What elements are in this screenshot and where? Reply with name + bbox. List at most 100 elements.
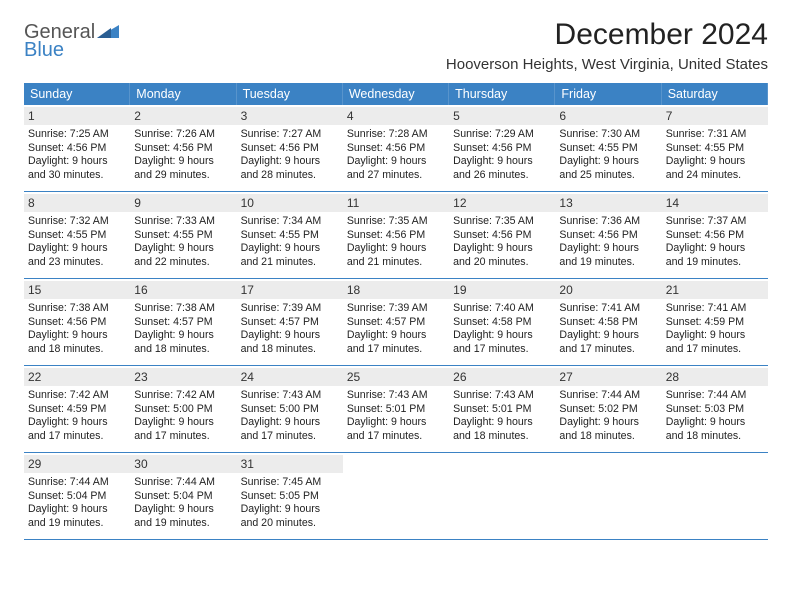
day-number: 8 (24, 194, 130, 212)
week-row: 8Sunrise: 7:32 AMSunset: 4:55 PMDaylight… (24, 192, 768, 279)
day-cell: 1 Sunrise: 7:25 AMSunset: 4:56 PMDaylight… (24, 105, 130, 191)
day-details: Sunrise: 7:35 AMSunset: 4:56 PMDaylight:… (347, 215, 445, 269)
day-cell: 10Sunrise: 7:34 AMSunset: 4:55 PMDayligh… (237, 192, 343, 278)
day-number: 4 (343, 107, 449, 125)
day-number: 18 (343, 281, 449, 299)
day-number: 22 (24, 368, 130, 386)
day-name-thursday: Thursday (449, 83, 555, 105)
day-details: Sunrise: 7:44 AMSunset: 5:02 PMDaylight:… (559, 389, 657, 443)
day-cell: 9Sunrise: 7:33 AMSunset: 4:55 PMDaylight… (130, 192, 236, 278)
day-details: Sunrise: 7:44 AMSunset: 5:03 PMDaylight:… (666, 389, 764, 443)
day-cell: 14 Sunrise: 7:37 AMSunset: 4:56 PMDayligh… (662, 192, 768, 278)
day-name-saturday: Saturday (662, 83, 768, 105)
day-details: Sunrise: 7:42 AMSunset: 4:59 PMDaylight:… (28, 389, 126, 443)
day-cell (555, 453, 661, 539)
day-details: Sunrise: 7:39 AMSunset: 4:57 PMDaylight:… (241, 302, 339, 356)
day-number: 7 (662, 107, 768, 125)
day-cell: 23 Sunrise: 7:42 AMSunset: 5:00 PMDayligh… (130, 366, 236, 452)
day-details: Sunrise: 7:41 AMSunset: 4:58 PMDaylight:… (559, 302, 657, 356)
day-details: Sunrise: 7:37 AMSunset: 4:56 PMDaylight:… (666, 215, 764, 269)
day-number: 28 (662, 368, 768, 386)
day-cell: 29 Sunrise: 7:44 AMSunset: 5:04 PMDayligh… (24, 453, 130, 539)
week-row: 15 Sunrise: 7:38 AMSunset: 4:56 PMDayligh… (24, 279, 768, 366)
day-cell: 25 Sunrise: 7:43 AMSunset: 5:01 PMDayligh… (343, 366, 449, 452)
day-details: Sunrise: 7:45 AMSunset: 5:05 PMDaylight:… (241, 476, 339, 530)
day-number: 3 (237, 107, 343, 125)
day-cell: 26Sunrise: 7:43 AMSunset: 5:01 PMDayligh… (449, 366, 555, 452)
day-details: Sunrise: 7:30 AMSunset: 4:55 PMDaylight:… (559, 128, 657, 182)
day-number: 23 (130, 368, 236, 386)
day-cell: 27Sunrise: 7:44 AMSunset: 5:02 PMDayligh… (555, 366, 661, 452)
day-name-header-row: Sunday Monday Tuesday Wednesday Thursday… (24, 83, 768, 105)
day-number: 30 (130, 455, 236, 473)
location-subtitle: Hooverson Heights, West Virginia, United… (446, 56, 768, 73)
day-name-wednesday: Wednesday (343, 83, 449, 105)
day-details: Sunrise: 7:26 AMSunset: 4:56 PMDaylight:… (134, 128, 232, 182)
day-details: Sunrise: 7:42 AMSunset: 5:00 PMDaylight:… (134, 389, 232, 443)
day-number: 21 (662, 281, 768, 299)
day-number: 24 (237, 368, 343, 386)
day-details: Sunrise: 7:25 AMSunset: 4:56 PMDaylight:… (28, 128, 126, 182)
day-details: Sunrise: 7:38 AMSunset: 4:56 PMDaylight:… (28, 302, 126, 356)
day-details: Sunrise: 7:44 AMSunset: 5:04 PMDaylight:… (28, 476, 126, 530)
day-details: Sunrise: 7:29 AMSunset: 4:56 PMDaylight:… (453, 128, 551, 182)
day-name-sunday: Sunday (24, 83, 130, 105)
day-details: Sunrise: 7:36 AMSunset: 4:56 PMDaylight:… (559, 215, 657, 269)
day-cell: 21Sunrise: 7:41 AMSunset: 4:59 PMDayligh… (662, 279, 768, 365)
day-number: 26 (449, 368, 555, 386)
day-number: 25 (343, 368, 449, 386)
week-row: 29 Sunrise: 7:44 AMSunset: 5:04 PMDayligh… (24, 453, 768, 540)
day-name-monday: Monday (130, 83, 236, 105)
day-cell: 2 Sunrise: 7:26 AMSunset: 4:56 PMDaylight… (130, 105, 236, 191)
day-cell: 3 Sunrise: 7:27 AMSunset: 4:56 PMDaylight… (237, 105, 343, 191)
title-block: December 2024 Hooverson Heights, West Vi… (446, 18, 768, 73)
logo-triangle-icon (97, 22, 119, 42)
day-cell: 18Sunrise: 7:39 AMSunset: 4:57 PMDayligh… (343, 279, 449, 365)
header: General Blue December 2024 Hooverson Hei… (24, 18, 768, 73)
day-number: 16 (130, 281, 236, 299)
weeks-container: 1 Sunrise: 7:25 AMSunset: 4:56 PMDaylight… (24, 105, 768, 540)
day-number: 6 (555, 107, 661, 125)
day-cell: 12Sunrise: 7:35 AMSunset: 4:56 PMDayligh… (449, 192, 555, 278)
day-number: 1 (24, 107, 130, 125)
day-number: 12 (449, 194, 555, 212)
day-cell: 20 Sunrise: 7:41 AMSunset: 4:58 PMDayligh… (555, 279, 661, 365)
day-cell: 7 Sunrise: 7:31 AMSunset: 4:55 PMDaylight… (662, 105, 768, 191)
day-cell: 6 Sunrise: 7:30 AMSunset: 4:55 PMDaylight… (555, 105, 661, 191)
day-details: Sunrise: 7:27 AMSunset: 4:56 PMDaylight:… (241, 128, 339, 182)
day-details: Sunrise: 7:43 AMSunset: 5:01 PMDaylight:… (347, 389, 445, 443)
day-number: 20 (555, 281, 661, 299)
day-cell: 15 Sunrise: 7:38 AMSunset: 4:56 PMDayligh… (24, 279, 130, 365)
day-number: 31 (237, 455, 343, 473)
day-cell (662, 453, 768, 539)
day-cell: 24Sunrise: 7:43 AMSunset: 5:00 PMDayligh… (237, 366, 343, 452)
day-details: Sunrise: 7:38 AMSunset: 4:57 PMDaylight:… (134, 302, 232, 356)
day-number: 9 (130, 194, 236, 212)
week-row: 22 Sunrise: 7:42 AMSunset: 4:59 PMDayligh… (24, 366, 768, 453)
day-number: 29 (24, 455, 130, 473)
day-name-tuesday: Tuesday (237, 83, 343, 105)
day-cell: 13 Sunrise: 7:36 AMSunset: 4:56 PMDayligh… (555, 192, 661, 278)
day-number: 15 (24, 281, 130, 299)
day-number: 13 (555, 194, 661, 212)
logo: General Blue (24, 18, 119, 60)
day-number: 5 (449, 107, 555, 125)
day-details: Sunrise: 7:31 AMSunset: 4:55 PMDaylight:… (666, 128, 764, 182)
calendar-grid: Sunday Monday Tuesday Wednesday Thursday… (24, 83, 768, 540)
day-cell: 30Sunrise: 7:44 AMSunset: 5:04 PMDayligh… (130, 453, 236, 539)
day-cell: 17Sunrise: 7:39 AMSunset: 4:57 PMDayligh… (237, 279, 343, 365)
logo-text-2: Blue (24, 40, 119, 60)
day-cell: 19Sunrise: 7:40 AMSunset: 4:58 PMDayligh… (449, 279, 555, 365)
week-row: 1 Sunrise: 7:25 AMSunset: 4:56 PMDaylight… (24, 105, 768, 192)
day-cell: 4 Sunrise: 7:28 AMSunset: 4:56 PMDaylight… (343, 105, 449, 191)
day-cell: 16 Sunrise: 7:38 AMSunset: 4:57 PMDayligh… (130, 279, 236, 365)
day-cell: 8Sunrise: 7:32 AMSunset: 4:55 PMDaylight… (24, 192, 130, 278)
day-number: 19 (449, 281, 555, 299)
day-cell: 11Sunrise: 7:35 AMSunset: 4:56 PMDayligh… (343, 192, 449, 278)
day-number: 14 (662, 194, 768, 212)
day-number: 10 (237, 194, 343, 212)
day-cell: 31 Sunrise: 7:45 AMSunset: 5:05 PMDayligh… (237, 453, 343, 539)
day-number: 2 (130, 107, 236, 125)
day-details: Sunrise: 7:28 AMSunset: 4:56 PMDaylight:… (347, 128, 445, 182)
day-cell: 5 Sunrise: 7:29 AMSunset: 4:56 PMDaylight… (449, 105, 555, 191)
